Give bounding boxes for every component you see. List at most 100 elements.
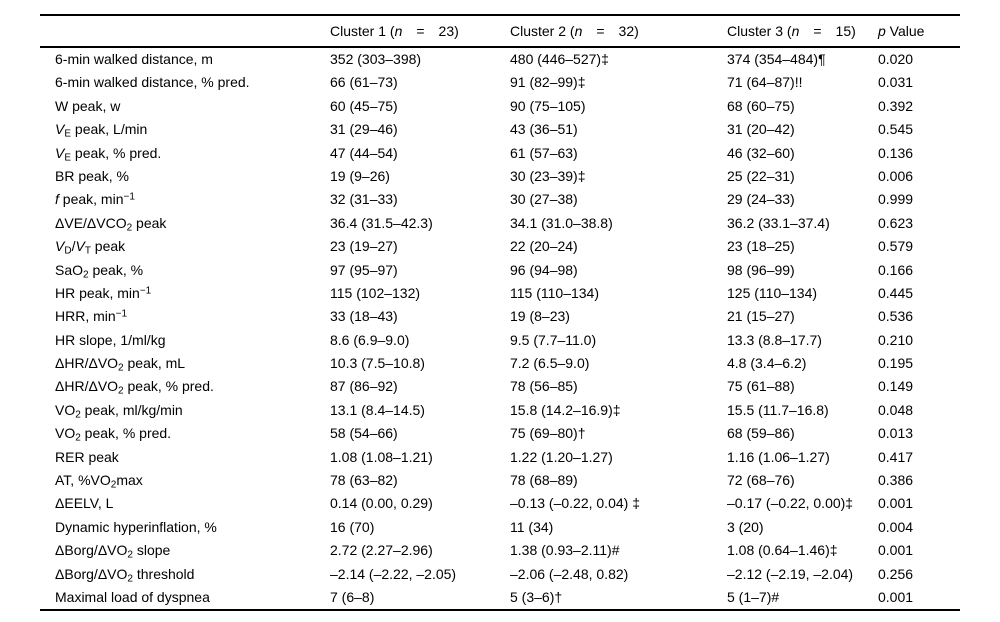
row-label: 6-min walked distance, m — [55, 51, 213, 67]
cluster3-value: 36.2 (33.1–37.4) — [727, 214, 830, 231]
table-row: VO2 peak, % pred. 58 (54–66) 75 (69–80)†… — [40, 422, 960, 445]
cluster2-value: –2.06 (–2.48, 0.82) — [510, 565, 629, 582]
p-value: 0.001 — [878, 588, 914, 605]
p-value: 0.166 — [878, 261, 914, 278]
cluster3-value: 125 (110–134) — [727, 284, 818, 301]
cluster2-value: 7.2 (6.5–9.0) — [510, 355, 590, 372]
column-header-p-value: p Value — [878, 23, 925, 39]
cluster3-value: 29 (24–33) — [727, 191, 795, 208]
row-label: SaO2 peak, % — [55, 261, 144, 281]
row-label: ΔBorg/ΔVO2 slope — [55, 542, 171, 561]
cluster3-value: 68 (59–86) — [727, 425, 795, 442]
table-row: f peak, min−1 32 (31–33) 30 (27–38) 29 (… — [40, 188, 960, 211]
cluster1-value: 1.08 (1.08–1.21) — [330, 448, 433, 465]
cluster1-value: 13.1 (8.4–14.5) — [330, 401, 425, 418]
cluster2-value: 1.22 (1.20–1.27) — [510, 448, 613, 465]
cluster3-value: 374 (354–484)¶ — [727, 51, 826, 67]
cluster1-value: 115 (102–132) — [330, 284, 421, 301]
cluster2-value: 43 (36–51) — [510, 121, 578, 138]
table-row: Dynamic hyperinflation, % 16 (70) 11 (34… — [40, 516, 960, 539]
cluster3-value: 31 (20–42) — [727, 121, 795, 138]
column-header-cluster3: Cluster 3 (n = 15) — [727, 23, 856, 39]
cluster1-value: 33 (18–43) — [330, 308, 398, 325]
cluster1-value: 66 (61–73) — [330, 74, 398, 91]
row-label: BR peak, % — [55, 167, 129, 184]
cluster1-value: 19 (9–26) — [330, 167, 390, 184]
cluster3-value: 71 (64–87)!! — [727, 74, 803, 91]
p-value: 0.004 — [878, 518, 914, 535]
p-value: 0.545 — [878, 121, 914, 138]
table-row: HRR, min−1 33 (18–43) 19 (8–23) 21 (15–2… — [40, 305, 960, 328]
cluster1-value: 2.72 (2.27–2.96) — [330, 542, 433, 559]
cluster2-value: 480 (446–527)‡ — [510, 51, 609, 67]
p-value: 0.417 — [878, 448, 914, 465]
p-value: 0.210 — [878, 331, 914, 348]
cluster1-value: 10.3 (7.5–10.8) — [330, 355, 425, 372]
cluster2-value: 61 (57–63) — [510, 144, 578, 161]
cluster2-value: 22 (20–24) — [510, 238, 578, 255]
cluster3-value: 68 (60–75) — [727, 97, 795, 114]
cluster1-value: 58 (54–66) — [330, 425, 398, 442]
p-value: 0.445 — [878, 284, 914, 301]
cluster3-value: 46 (32–60) — [727, 144, 795, 161]
p-value: 0.536 — [878, 308, 914, 325]
cluster2-value: 11 (34) — [510, 518, 554, 535]
table-row: ΔBorg/ΔVO2 slope 2.72 (2.27–2.96) 1.38 (… — [40, 539, 960, 562]
cluster3-value: 75 (61–88) — [727, 378, 795, 395]
cluster2-value: 30 (27–38) — [510, 191, 578, 208]
cluster3-value: 1.08 (0.64–1.46)‡ — [727, 542, 838, 559]
cluster2-value: 75 (69–80)† — [510, 425, 586, 442]
cluster3-value: 23 (18–25) — [727, 238, 795, 255]
table-row: HR slope, 1/ml/kg 8.6 (6.9–9.0) 9.5 (7.7… — [40, 329, 960, 352]
cluster1-value: 23 (19–27) — [330, 238, 398, 255]
cluster1-value: 60 (45–75) — [330, 97, 398, 114]
table-row: 6-min walked distance, % pred. 66 (61–73… — [40, 71, 960, 94]
cluster1-value: 31 (29–46) — [330, 121, 398, 138]
table-body: 6-min walked distance, m 352 (303–398) 4… — [40, 48, 960, 612]
row-label: VO2 peak, ml/kg/min — [55, 401, 183, 421]
cluster1-value: 97 (95–97) — [330, 261, 398, 278]
table-row: SaO2 peak, % 97 (95–97) 96 (94–98) 98 (9… — [40, 259, 960, 282]
cluster3-value: 15.5 (11.7–16.8) — [727, 401, 829, 418]
cluster2-value: –0.13 (–0.22, 0.04) ‡ — [510, 495, 640, 512]
cluster2-value: 34.1 (31.0–38.8) — [510, 214, 613, 231]
p-value: 0.006 — [878, 167, 914, 184]
cluster1-value: 8.6 (6.9–9.0) — [330, 331, 410, 348]
cluster2-value: 78 (56–85) — [510, 378, 578, 395]
cluster3-value: 21 (15–27) — [727, 308, 795, 325]
p-value: 0.001 — [878, 495, 914, 512]
cluster1-value: 78 (63–82) — [330, 472, 398, 489]
table-row: VE peak, % pred. 47 (44–54) 61 (57–63) 4… — [40, 142, 960, 165]
cluster1-value: 16 (70) — [330, 518, 375, 535]
table-row: ΔVE/ΔVCO2 peak 36.4 (31.5–42.3) 34.1 (31… — [40, 212, 960, 235]
cluster3-value: 72 (68–76) — [727, 472, 795, 489]
table-row: W peak, w 60 (45–75) 90 (75–105) 68 (60–… — [40, 95, 960, 118]
table-row: ΔEELV, L 0.14 (0.00, 0.29) –0.13 (–0.22,… — [40, 492, 960, 515]
p-value: 0.256 — [878, 565, 914, 582]
cluster3-value: 4.8 (3.4–6.2) — [727, 355, 807, 372]
row-label: VE peak, L/min — [55, 121, 148, 140]
cluster2-value: 19 (8–23) — [510, 308, 570, 325]
p-value: 0.001 — [878, 542, 914, 559]
cluster1-value: 352 (303–398) — [330, 51, 422, 67]
row-label: HR slope, 1/ml/kg — [55, 331, 166, 348]
p-value: 0.579 — [878, 238, 914, 255]
p-value: 0.149 — [878, 378, 914, 395]
row-label: VD/VT peak — [55, 238, 126, 257]
row-label: HRR, min−1 — [55, 308, 128, 325]
cluster1-value: 36.4 (31.5–42.3) — [330, 214, 433, 231]
table-row: ΔHR/ΔVO2 peak, % pred. 87 (86–92) 78 (56… — [40, 375, 960, 398]
row-label: VO2 peak, % pred. — [55, 425, 172, 444]
cluster1-value: 32 (31–33) — [330, 191, 398, 208]
cluster3-value: –0.17 (–0.22, 0.00)‡ — [727, 495, 854, 512]
table-row: BR peak, % 19 (9–26) 30 (23–39)‡ 25 (22–… — [40, 165, 960, 188]
row-label: W peak, w — [55, 97, 121, 114]
row-label: VE peak, % pred. — [55, 144, 162, 164]
cluster2-value: 115 (110–134) — [510, 284, 599, 301]
cluster3-value: –2.12 (–2.19, –2.04) — [727, 565, 854, 582]
cluster2-value: 9.5 (7.7–11.0) — [510, 331, 597, 348]
row-label: Maximal load of dyspnea — [55, 588, 210, 605]
cluster3-value: 13.3 (8.8–17.7) — [727, 331, 822, 348]
row-label: ΔHR/ΔVO2 peak, mL — [55, 355, 186, 374]
cluster2-value: 30 (23–39)‡ — [510, 167, 586, 184]
